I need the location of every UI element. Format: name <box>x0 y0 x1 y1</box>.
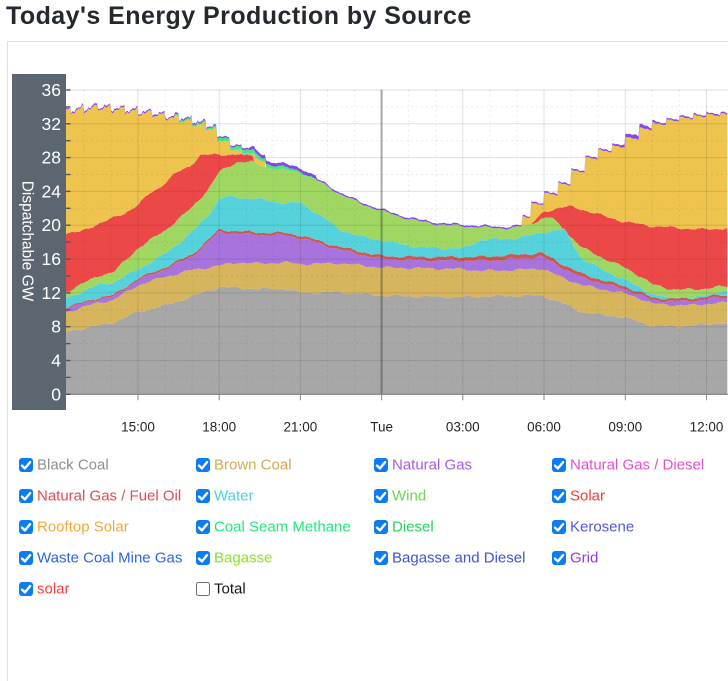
svg-text:Tue: Tue <box>370 420 393 435</box>
svg-text:8: 8 <box>51 317 61 337</box>
svg-text:09:00: 09:00 <box>608 420 642 435</box>
svg-text:03:00: 03:00 <box>446 420 480 435</box>
svg-text:4: 4 <box>51 351 61 371</box>
svg-text:Dispatchable GW: Dispatchable GW <box>19 181 36 302</box>
svg-text:36: 36 <box>42 80 61 100</box>
svg-text:0: 0 <box>51 384 61 404</box>
svg-text:12:00: 12:00 <box>690 420 724 435</box>
svg-text:32: 32 <box>42 114 61 134</box>
svg-text:20: 20 <box>42 215 62 235</box>
svg-text:16: 16 <box>42 249 61 269</box>
svg-text:24: 24 <box>42 181 62 201</box>
svg-text:12: 12 <box>42 283 61 303</box>
svg-text:15:00: 15:00 <box>121 420 155 435</box>
svg-text:28: 28 <box>42 148 61 168</box>
svg-text:06:00: 06:00 <box>527 420 561 435</box>
svg-text:21:00: 21:00 <box>284 420 318 435</box>
svg-text:18:00: 18:00 <box>202 420 236 435</box>
